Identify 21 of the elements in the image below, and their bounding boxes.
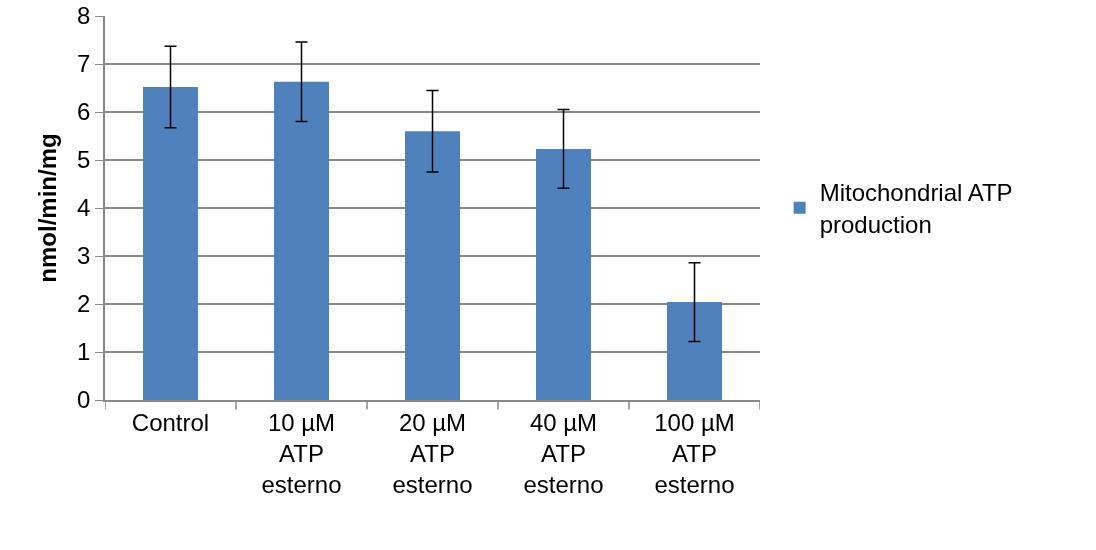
y-tick-label: 3 bbox=[77, 242, 91, 270]
bar bbox=[273, 81, 330, 400]
bar bbox=[666, 302, 723, 400]
x-tick-label: 10 µM ATP esterno bbox=[261, 408, 342, 498]
x-tick-label: 100 µM ATP esterno bbox=[654, 408, 735, 498]
x-tick-label: Control bbox=[131, 408, 210, 436]
bar bbox=[404, 131, 461, 400]
y-tick-label: 4 bbox=[77, 194, 91, 222]
bar bbox=[142, 87, 199, 400]
bar bbox=[535, 148, 592, 400]
legend-label: Mitochondrial ATP production bbox=[819, 179, 1013, 238]
y-tick-label: 8 bbox=[77, 2, 91, 30]
y-tick-label: 7 bbox=[77, 50, 91, 78]
x-tick-label: 40 µM ATP esterno bbox=[523, 408, 604, 498]
y-tick-label: 6 bbox=[77, 98, 91, 126]
x-tick-label: 20 µM ATP esterno bbox=[392, 408, 473, 498]
y-axis-title: nmol/min/mg bbox=[33, 133, 61, 283]
y-tick-label: 2 bbox=[77, 290, 91, 318]
y-tick-label: 5 bbox=[77, 146, 91, 174]
y-tick-label: 1 bbox=[77, 338, 91, 366]
y-tick-label: 0 bbox=[77, 386, 91, 414]
